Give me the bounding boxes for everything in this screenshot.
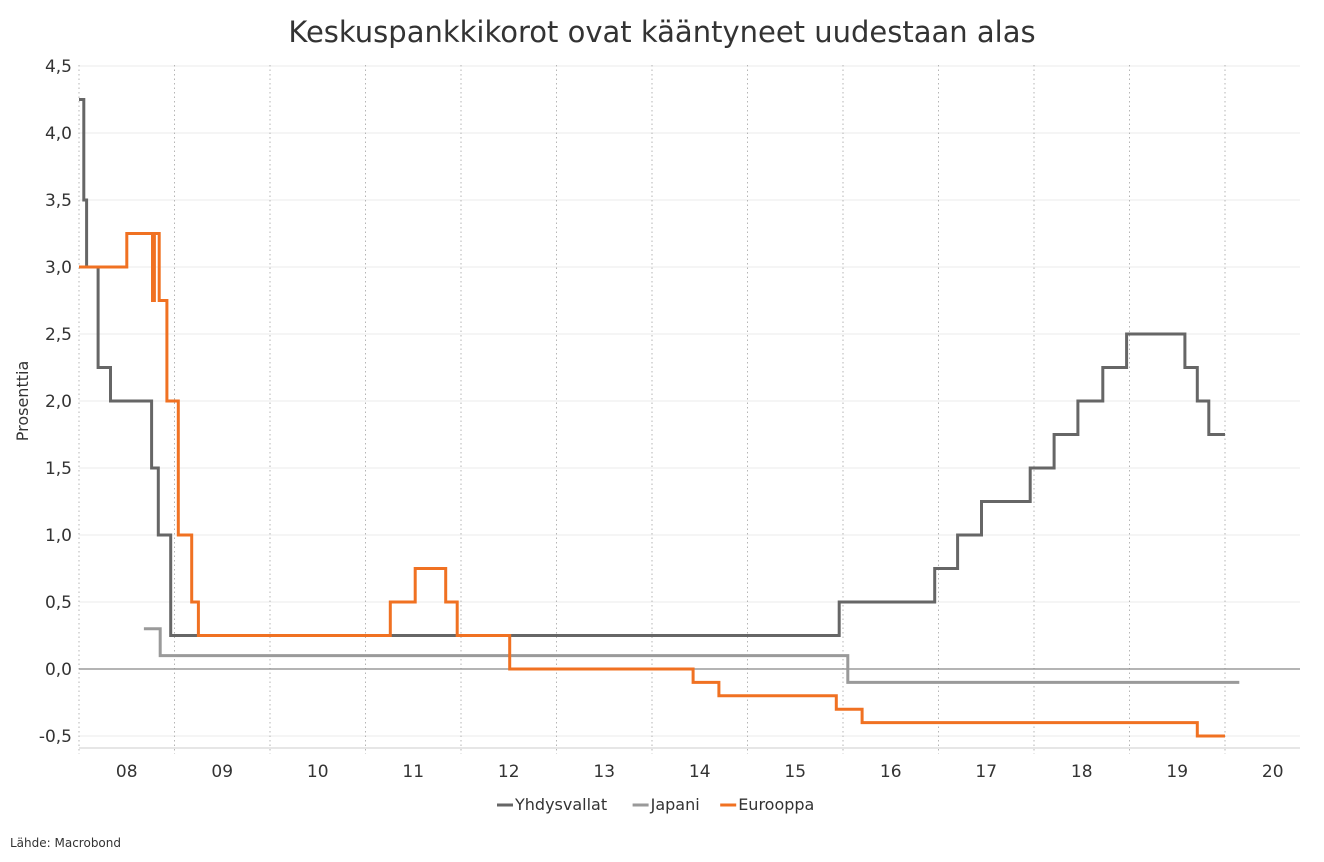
source-note: Lähde: Macrobond [10,836,121,850]
x-tick-label: 20 [1262,762,1284,782]
y-tick-label: 4,0 [45,124,72,144]
y-tick-label: -0,5 [39,727,72,747]
y-tick-label: 1,0 [45,526,72,546]
x-tick-label: 11 [402,762,424,782]
chart-title: Keskuspankkikorot ovat kääntyneet uudest… [288,15,1035,49]
x-tick-label: 17 [975,762,997,782]
y-tick-label: 4,5 [45,57,72,77]
x-tick-label: 16 [880,762,902,782]
x-tick-label: 09 [211,762,233,782]
y-tick-label: 3,5 [45,191,72,211]
series-line-yhdysvallat [79,98,1225,637]
x-tick-labels: 08 09 10 11 12 13 14 15 16 17 18 19 20 [116,762,1284,782]
y-tick-label: 2,5 [45,325,72,345]
y-axis-label: Prosenttia [13,361,32,442]
x-tick-label: 12 [498,762,520,782]
legend: Yhdysvallat Japani Eurooppa [497,795,814,814]
x-tick-label: 19 [1166,762,1188,782]
x-tick-label: 18 [1071,762,1093,782]
grid-lines [79,65,1300,737]
x-tick-label: 08 [116,762,138,782]
series-lines [79,98,1240,738]
x-tick-label: 15 [784,762,806,782]
y-tick-label: 3,0 [45,258,72,278]
legend-label: Yhdysvallat [514,795,607,814]
x-tick-label: 13 [593,762,615,782]
legend-label: Eurooppa [738,795,814,814]
legend-label: Japani [650,795,700,814]
x-tick-label: 14 [689,762,711,782]
y-tick-label: 1,5 [45,459,72,479]
y-tick-labels: -0,5 0,0 0,5 1,0 1,5 2,0 2,5 3,0 3,5 4,0 4,5 [39,57,72,747]
y-tick-label: 2,0 [45,392,72,412]
x-tick-label: 10 [307,762,329,782]
y-tick-label: 0,0 [45,660,72,680]
y-tick-label: 0,5 [45,593,72,613]
year-separators [78,65,1226,754]
series-line-japani [143,627,1240,684]
series-line-eurooppa [79,232,1225,738]
